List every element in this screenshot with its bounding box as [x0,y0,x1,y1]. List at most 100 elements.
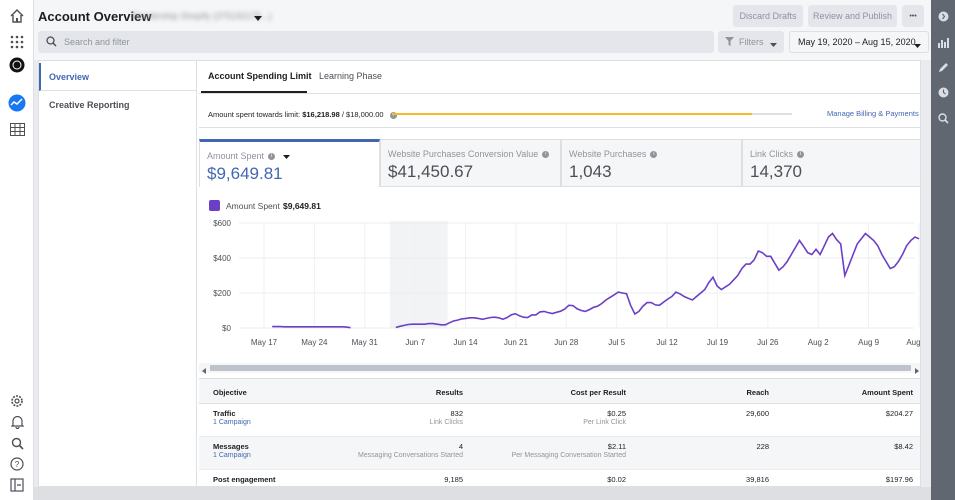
y-tick-label: $400 [213,254,231,263]
x-tick-label: Jul 26 [757,338,779,347]
overview-main: Account Spending Limit Learning Phase Am… [199,61,921,486]
right-tools-rail [931,0,955,500]
highlight-band [389,221,448,328]
notifications-icon[interactable] [7,412,27,432]
chevron-down-icon [770,39,777,49]
legend-swatch [209,200,220,211]
amount-spent-line-chart: $600 $400 $200 $0 May 17 May 24 May 31 Jun 7 Jun… [213,219,921,347]
zoom-icon[interactable] [935,110,951,126]
section-divider [199,127,920,128]
x-tick-label: Jun 28 [554,338,579,347]
table-row[interactable]: Messages 1 Campaign 4 Messaging Conversa… [199,437,920,470]
row-results-type: Link Clicks [429,419,463,426]
ads-manager-icon[interactable] [7,93,27,113]
metric-card-amount-spent[interactable]: Amount Spent i $9,649.81 [199,139,380,187]
date-range-label: May 19, 2020 – Aug 15, 2020 [798,37,916,47]
metric-card-conversion-value[interactable]: Website Purchases Conversion Value i $41,… [380,139,561,187]
table-row[interactable]: Post engagement 9,185 $0.02 39,816 $197.… [199,470,920,486]
column-header-amount-spent[interactable]: Amount Spent [861,388,913,397]
row-objective: Messages [213,442,249,451]
x-tick-label: Jul 12 [656,338,678,347]
more-options-button[interactable]: ••• [902,5,924,27]
bottom-status-strip [34,487,931,500]
subnav-item-overview[interactable]: Overview [39,63,197,91]
search-icon [46,36,57,50]
spending-limit-spent: $16,218.98 [302,110,340,119]
row-cost-per-result: $0.02 [607,475,626,484]
amount-spent-series-line[interactable] [272,232,920,329]
search-filter-bar[interactable]: Search and filter [38,31,714,53]
spending-limit-total: / $18,000.00 [341,110,384,119]
metric-label: Website Purchases i [569,149,658,159]
chart-horizontal-scrollbar[interactable] [199,363,920,374]
search-icon[interactable] [7,433,27,453]
info-icon[interactable]: i [797,151,805,159]
help-icon[interactable]: ? [7,454,27,474]
info-icon[interactable]: i [542,151,550,159]
y-tick-label: $200 [213,289,231,298]
account-name[interactable]: Readership Shopify (375192175...) [132,11,272,21]
metric-label: Link Clicks i [750,149,805,159]
metric-card-link-clicks[interactable]: Link Clicks i 14,370 [742,139,920,187]
filters-button[interactable]: Filters [718,31,784,53]
filter-funnel-icon [725,37,734,48]
x-tick-label: Aug 16 [906,338,921,347]
row-objective: Post engagement [213,475,276,484]
filters-label: Filters [739,37,764,47]
row-cost-per-result: $2.11 [607,442,626,451]
row-results-type: Messaging Conversations Started [357,452,463,459]
x-tick-label: Jul 5 [608,338,625,347]
table-icon[interactable] [7,119,27,139]
account-caret-icon[interactable] [254,12,262,24]
x-tick-label: Aug 9 [858,338,879,347]
column-header-cost-per-result[interactable]: Cost per Result [570,388,626,397]
table-row[interactable]: Traffic 1 Campaign 832 Link Clicks $0.25… [199,404,920,437]
account-avatar-icon[interactable] [7,55,27,75]
home-icon[interactable] [7,6,27,26]
column-header-reach[interactable]: Reach [746,388,769,397]
content-panel: Overview Creative Reporting Account Spen… [38,60,921,487]
row-cost-per-result: $0.25 [607,409,626,418]
page-title: Account Overview [38,9,152,24]
tab-account-spending-limit[interactable]: Account Spending Limit [208,71,312,81]
row-cost-per-result-type: Per Messaging Conversation Started [511,452,626,459]
x-tick-label: Aug 2 [808,338,829,347]
bar-chart-icon[interactable] [935,34,951,50]
sub-navigation: Overview Creative Reporting [39,61,197,486]
metric-label: Website Purchases Conversion Value i [388,149,550,159]
settings-icon[interactable] [7,391,27,411]
history-icon[interactable] [935,84,951,100]
info-icon[interactable]: i [268,153,276,161]
row-amount-spent: $197.96 [885,475,913,484]
x-tick-label: May 31 [352,338,379,347]
spending-limit-prefix: Amount spent towards limit: [208,110,301,119]
pencil-icon[interactable] [935,59,951,75]
date-range-picker[interactable]: May 19, 2020 – Aug 15, 2020 [789,31,929,53]
discard-drafts-button[interactable]: Discard Drafts [733,5,803,27]
review-publish-button[interactable]: Review and Publish [808,5,897,27]
chevron-down-icon[interactable] [283,151,291,161]
subnav-item-creative-reporting[interactable]: Creative Reporting [49,100,130,110]
apps-grid-icon[interactable] [7,32,27,52]
objective-table-header: Objective Results Cost per Result Reach … [199,378,920,404]
tab-learning-phase[interactable]: Learning Phase [319,71,383,81]
row-objective: Traffic [213,409,236,418]
spending-limit-text: Amount spent towards limit: $16,218.98 /… [208,110,397,119]
panel-icon[interactable] [7,475,27,495]
search-placeholder: Search and filter [64,37,130,47]
row-campaign-link[interactable]: 1 Campaign [213,452,251,459]
manage-billing-link[interactable]: Manage Billing & Payments [827,109,919,118]
info-icon[interactable] [935,8,951,24]
column-header-results[interactable]: Results [435,388,463,397]
metric-card-website-purchases[interactable]: Website Purchases i 1,043 [561,139,742,187]
y-tick-label: $600 [213,219,231,228]
scrollbar-thumb[interactable] [210,365,911,371]
scroll-left-icon[interactable] [202,365,206,377]
scroll-right-icon[interactable] [915,365,919,377]
column-header-objective[interactable]: Objective [213,388,247,397]
info-icon[interactable]: i [650,151,658,159]
metric-value: 14,370 [750,162,802,181]
left-navigation-rail: ? [0,0,34,500]
row-reach: 39,816 [746,475,769,484]
row-campaign-link[interactable]: 1 Campaign [213,419,251,426]
